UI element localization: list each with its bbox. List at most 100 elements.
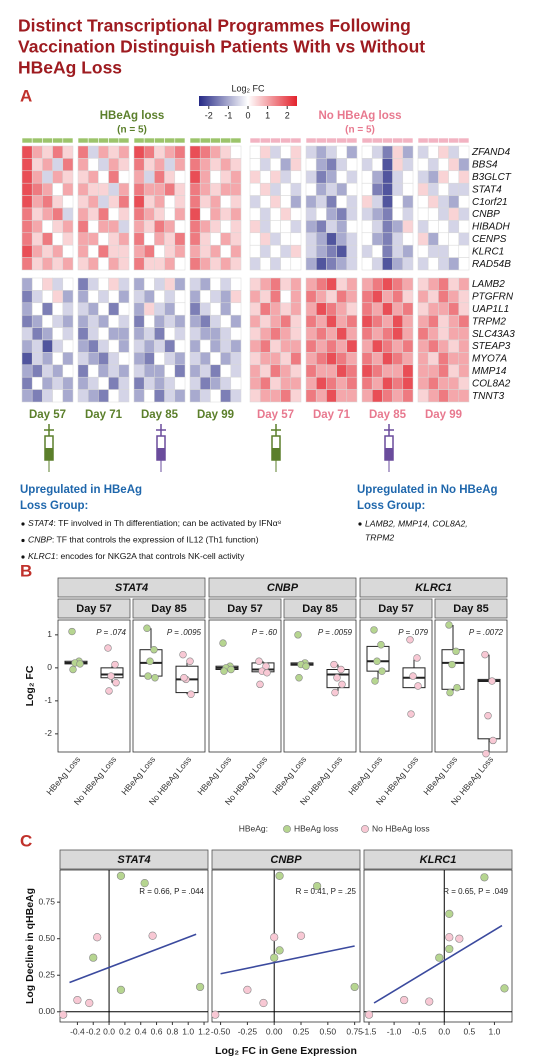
heatmap-cell [210, 327, 221, 341]
heatmap-cell [199, 376, 211, 390]
syringe-icon [43, 424, 55, 473]
heatmap-cell [199, 232, 211, 246]
heatmap-cell [427, 257, 439, 271]
heatmap-cell [336, 376, 348, 390]
heatmap-cell [189, 277, 201, 291]
heatmap-cell [118, 145, 130, 159]
heatmap-cell [290, 232, 302, 246]
note-heading: Loss Group: [20, 500, 88, 512]
gene-label: LAMB2 [472, 279, 505, 290]
heatmap-cell [270, 277, 281, 291]
heatmap-cell [315, 327, 327, 341]
heatmap-cell [31, 170, 43, 184]
heatmap-cell [42, 158, 53, 172]
heatmap-cell [133, 364, 145, 378]
heatmap-cell [371, 158, 383, 172]
heatmap-cell [448, 327, 460, 341]
heatmap-cell [346, 290, 358, 304]
heatmap-cell [392, 290, 404, 304]
heatmap-cell [230, 352, 242, 366]
heatmap-cell [98, 302, 109, 316]
heatmap-cell [118, 207, 130, 221]
heatmap-cell [371, 302, 383, 316]
cohort-label: HBeAg loss [100, 110, 165, 122]
heatmap-cell [174, 195, 186, 209]
heatmap-cell [174, 339, 186, 353]
x-tick-label: 0.4 [135, 1026, 147, 1036]
day-label: Day 71 [313, 409, 351, 421]
heatmap-cell [164, 389, 176, 403]
data-point [69, 665, 77, 674]
heatmap-cell [143, 158, 155, 172]
heatmap-cell [402, 158, 414, 172]
heatmap-cell [189, 207, 201, 221]
y-tick-label: 0.75 [38, 896, 55, 906]
heatmap-cell [326, 182, 337, 196]
heatmap-cell [143, 376, 155, 390]
colorbar-tick-label: 0 [245, 110, 250, 120]
heatmap-cell [21, 244, 33, 258]
data-point [146, 657, 154, 665]
heatmap-cell [346, 352, 358, 366]
heatmap-cell [326, 302, 337, 316]
heatmap-cell [220, 257, 232, 271]
heatmap-cell [326, 195, 337, 209]
syringe-icon [383, 424, 395, 473]
heatmap-cell [199, 170, 211, 184]
heatmap-cell [402, 376, 414, 390]
heatmap-cell [77, 207, 89, 221]
y-tick-label: 0.00 [38, 1006, 55, 1016]
heatmap-cell [270, 220, 281, 234]
heatmap-cell [154, 195, 165, 209]
heatmap-cell [143, 182, 155, 196]
heatmap-cell [438, 339, 449, 353]
heatmap-cell [346, 277, 358, 291]
heatmap-cell [315, 145, 327, 159]
data-point [350, 982, 359, 992]
heatmap-cell [315, 220, 327, 234]
gene-label: STEAP3 [472, 341, 511, 352]
heatmap-cell [346, 195, 358, 209]
data-point [68, 627, 76, 636]
heatmap-cell [210, 277, 221, 291]
heatmap-cell [52, 277, 64, 291]
heatmap-cell [143, 170, 155, 184]
p-value: P = .0072 [469, 628, 504, 637]
heatmap-cell [154, 257, 165, 271]
heatmap-cell [305, 244, 317, 258]
heatmap-cell [31, 232, 43, 246]
heatmap-cell [259, 352, 271, 366]
heatmap-cell [259, 244, 271, 258]
heatmap-cell [448, 232, 460, 246]
heatmap-cell [21, 327, 33, 341]
heatmap-cell [326, 170, 337, 184]
heatmap-cell [402, 170, 414, 184]
day-strip-label: Day 57 [227, 603, 262, 615]
heatmap-cell [87, 277, 99, 291]
heatmap-cell [87, 352, 99, 366]
heatmap-cell [402, 364, 414, 378]
facet-gene: CNBP [267, 582, 299, 594]
heatmap-cell [98, 220, 109, 234]
heatmap-cell [305, 302, 317, 316]
heatmap-cell [336, 158, 348, 172]
heatmap-cell [315, 182, 327, 196]
y-tick-label: -2 [44, 728, 52, 738]
heatmap-cell [143, 244, 155, 258]
heatmap-cell [336, 207, 348, 221]
heatmap-cell [164, 302, 176, 316]
gene-label: ZFAND4 [471, 147, 511, 158]
heatmap-cell [315, 232, 327, 246]
heatmap-cell [143, 277, 155, 291]
heatmap-cell [326, 327, 337, 341]
heatmap-cell [270, 145, 281, 159]
heatmap-cell [438, 145, 449, 159]
gene-label: MMP14 [472, 366, 507, 377]
facet-gene: STAT4 [115, 582, 148, 594]
heatmap-cell [427, 170, 439, 184]
colorbar-title: Log₂ FC [231, 83, 265, 93]
heatmap-cell [458, 207, 470, 221]
heatmap-cell [326, 257, 337, 271]
heatmap-cell [290, 158, 302, 172]
heatmap-cell [220, 364, 232, 378]
